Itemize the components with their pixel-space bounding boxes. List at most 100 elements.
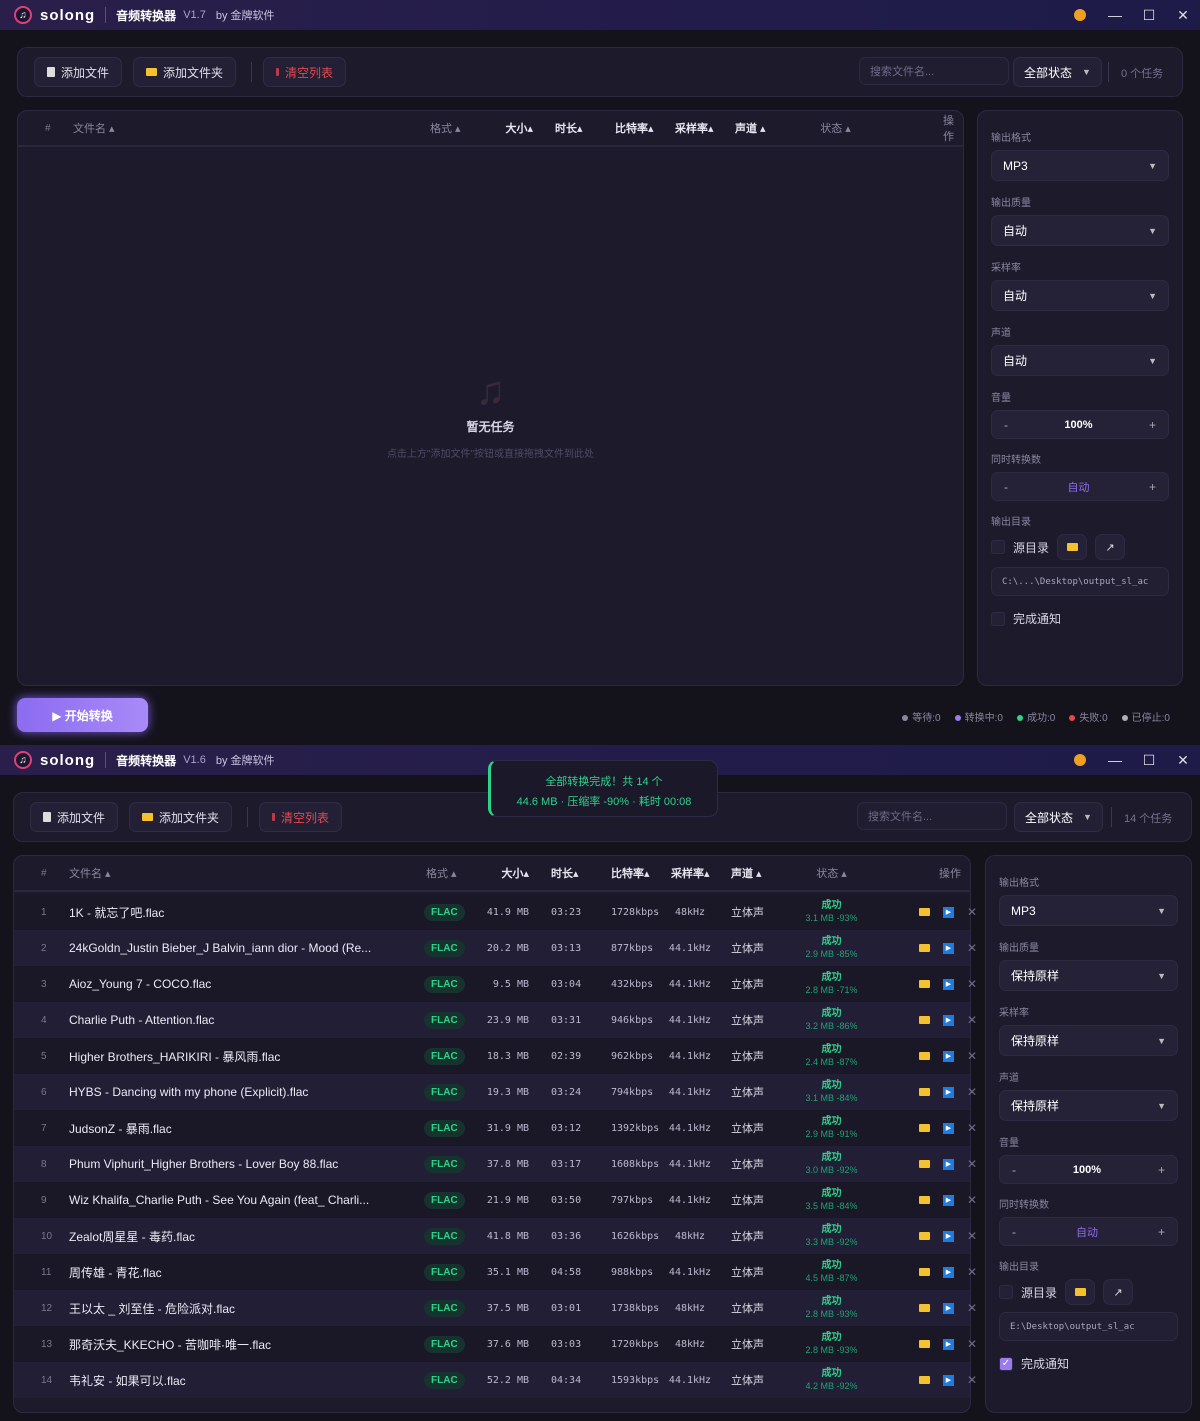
remove-icon[interactable]: ✕	[967, 1049, 978, 1063]
remove-icon[interactable]: ✕	[967, 1301, 978, 1315]
status-filter-select[interactable]: 全部状态 ▼	[1013, 57, 1102, 87]
volume-decrease-button[interactable]: -	[1004, 417, 1008, 432]
open-folder-icon[interactable]	[919, 1268, 930, 1276]
close-button[interactable]: ✕	[1177, 6, 1189, 23]
open-folder-icon[interactable]	[919, 1160, 930, 1168]
open-folder-button[interactable]: ↗	[1103, 1279, 1134, 1305]
volume-increase-button[interactable]: +	[1157, 1162, 1165, 1177]
remove-icon[interactable]: ✕	[967, 1193, 978, 1207]
table-row[interactable]: 1 1K - 就忘了吧.flac FLAC 41.9 MB 03:23 1728…	[14, 894, 977, 930]
col-duration[interactable]: 时长▴	[555, 123, 583, 135]
remove-icon[interactable]: ✕	[967, 1157, 978, 1171]
remove-icon[interactable]: ✕	[967, 1229, 978, 1243]
add-file-button[interactable]: 添加文件	[30, 802, 119, 832]
open-folder-icon[interactable]	[919, 1052, 930, 1060]
col-format[interactable]: 格式 ▴	[430, 123, 461, 135]
channel-select[interactable]: 自动 ▼	[991, 345, 1169, 376]
source-dir-checkbox[interactable]	[999, 1285, 1013, 1299]
theme-toggle-icon[interactable]	[1074, 9, 1086, 21]
col-status[interactable]: 状态 ▴	[816, 868, 847, 880]
play-icon[interactable]: ▶	[943, 1122, 954, 1134]
open-folder-icon[interactable]	[919, 980, 930, 988]
col-channel[interactable]: 声道 ▴	[735, 123, 766, 135]
table-row[interactable]: 12 王以太 _ 刘至佳 - 危险派对.flac FLAC 37.5 MB 03…	[14, 1290, 977, 1326]
play-icon[interactable]: ▶	[943, 978, 954, 990]
add-file-button[interactable]: 添加文件	[34, 57, 123, 87]
clear-list-button[interactable]: 清空列表	[263, 57, 347, 87]
remove-icon[interactable]: ✕	[967, 1085, 978, 1099]
browse-folder-button[interactable]	[1065, 1279, 1096, 1305]
open-folder-button[interactable]: ↗	[1095, 534, 1126, 560]
table-row[interactable]: 5 Higher Brothers_HARIKIRI - 暴风雨.flac FL…	[14, 1038, 977, 1074]
output-format-select[interactable]: MP3 ▼	[991, 150, 1169, 181]
play-icon[interactable]: ▶	[943, 1266, 954, 1278]
channel-select[interactable]: 保持原样 ▼	[999, 1090, 1178, 1121]
remove-icon[interactable]: ✕	[967, 1121, 978, 1135]
play-icon[interactable]: ▶	[943, 1194, 954, 1206]
table-row[interactable]: 4 Charlie Puth - Attention.flac FLAC 23.…	[14, 1002, 977, 1038]
clear-list-button[interactable]: 清空列表	[259, 802, 343, 832]
col-bitrate[interactable]: 比特率▴	[615, 123, 654, 135]
maximize-button[interactable]: ☐	[1142, 6, 1156, 23]
table-row[interactable]: 10 Zealot周星星 - 毒药.flac FLAC 41.8 MB 03:3…	[14, 1218, 977, 1254]
col-size[interactable]: 大小▴	[505, 123, 533, 135]
col-status[interactable]: 状态 ▴	[820, 123, 851, 135]
col-channel[interactable]: 声道 ▴	[731, 868, 762, 880]
remove-icon[interactable]: ✕	[967, 1337, 978, 1351]
play-icon[interactable]: ▶	[943, 1086, 954, 1098]
col-duration[interactable]: 时长▴	[551, 868, 579, 880]
add-folder-button[interactable]: 添加文件夹	[133, 57, 237, 87]
open-folder-icon[interactable]	[919, 944, 930, 952]
play-icon[interactable]: ▶	[943, 1158, 954, 1170]
remove-icon[interactable]: ✕	[967, 977, 978, 991]
output-quality-select[interactable]: 自动 ▼	[991, 215, 1169, 246]
open-folder-icon[interactable]	[919, 1016, 930, 1024]
output-path-field[interactable]: C:\...\Desktop\output_sl_ac	[991, 567, 1169, 596]
theme-toggle-icon[interactable]	[1074, 754, 1086, 766]
col-format[interactable]: 格式 ▴	[426, 868, 457, 880]
col-name[interactable]: 文件名 ▴	[69, 868, 111, 880]
play-icon[interactable]: ▶	[943, 906, 954, 918]
table-row[interactable]: 9 Wiz Khalifa_Charlie Puth - See You Aga…	[14, 1182, 977, 1218]
notify-checkbox[interactable]: ✓	[999, 1356, 1013, 1371]
table-row[interactable]: 14 韦礼安 - 如果可以.flac FLAC 52.2 MB 04:34 15…	[14, 1362, 977, 1398]
play-icon[interactable]: ▶	[943, 1014, 954, 1026]
table-row[interactable]: 11 周传雄 - 青花.flac FLAC 35.1 MB 04:58 988k…	[14, 1254, 977, 1290]
remove-icon[interactable]: ✕	[967, 1265, 978, 1279]
col-samplerate[interactable]: 采样率▴	[671, 868, 710, 880]
table-row[interactable]: 7 JudsonZ - 暴雨.flac FLAC 31.9 MB 03:12 1…	[14, 1110, 977, 1146]
notify-checkbox[interactable]	[991, 611, 1005, 626]
remove-icon[interactable]: ✕	[967, 1373, 978, 1387]
open-folder-icon[interactable]	[919, 1340, 930, 1348]
output-path-field[interactable]: E:\Desktop\output_sl_ac	[999, 1312, 1178, 1341]
table-row[interactable]: 3 Aioz_Young 7 - COCO.flac FLAC 9.5 MB 0…	[14, 966, 977, 1002]
play-icon[interactable]: ▶	[943, 1374, 954, 1386]
concurrency-increase-button[interactable]: +	[1148, 479, 1156, 494]
table-row[interactable]: 13 那奇沃夫_KKECHO - 苦咖啡·唯一.flac FLAC 37.6 M…	[14, 1326, 977, 1362]
volume-decrease-button[interactable]: -	[1012, 1162, 1016, 1177]
play-icon[interactable]: ▶	[943, 1230, 954, 1242]
output-quality-select[interactable]: 保持原样 ▼	[999, 960, 1178, 991]
table-row[interactable]: 2 24kGoldn_Justin Bieber_J Balvin_iann d…	[14, 930, 977, 966]
output-format-select[interactable]: MP3 ▼	[999, 895, 1178, 926]
close-button[interactable]: ✕	[1177, 751, 1189, 768]
remove-icon[interactable]: ✕	[967, 1013, 978, 1027]
maximize-button[interactable]: ☐	[1142, 751, 1156, 768]
add-folder-button[interactable]: 添加文件夹	[129, 802, 233, 832]
remove-icon[interactable]: ✕	[967, 905, 978, 919]
col-bitrate[interactable]: 比特率▴	[611, 868, 650, 880]
open-folder-icon[interactable]	[919, 1232, 930, 1240]
play-icon[interactable]: ▶	[943, 1050, 954, 1062]
open-folder-icon[interactable]	[919, 1088, 930, 1096]
open-folder-icon[interactable]	[919, 1196, 930, 1204]
play-icon[interactable]: ▶	[943, 1302, 954, 1314]
status-filter-select[interactable]: 全部状态 ▼	[1014, 802, 1103, 832]
open-folder-icon[interactable]	[919, 1124, 930, 1132]
source-dir-checkbox[interactable]	[991, 540, 1005, 554]
concurrency-decrease-button[interactable]: -	[1004, 479, 1008, 494]
search-input[interactable]: 搜索文件名...	[859, 57, 1009, 85]
start-convert-button[interactable]: ▶ 开始转换	[17, 698, 148, 732]
col-name[interactable]: 文件名 ▴	[73, 123, 115, 135]
col-size[interactable]: 大小▴	[501, 868, 529, 880]
play-icon[interactable]: ▶	[943, 942, 954, 954]
